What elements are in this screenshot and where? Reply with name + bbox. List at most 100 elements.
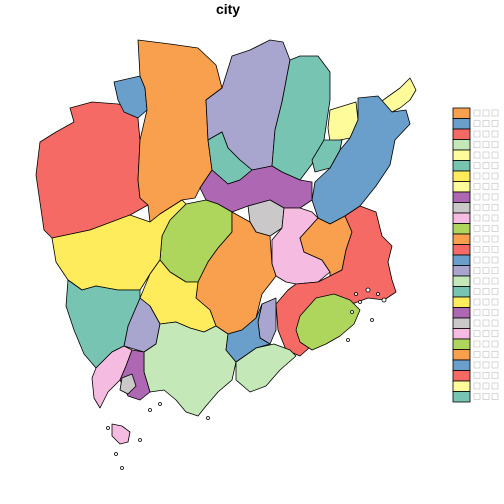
legend-label-glyph bbox=[473, 172, 481, 180]
legend-label-glyph bbox=[482, 393, 490, 400]
legend-label-glyph bbox=[473, 372, 481, 379]
legend-label-glyph bbox=[473, 340, 481, 348]
legend-label-glyph bbox=[473, 141, 481, 148]
legend-label-glyph bbox=[482, 109, 490, 117]
legend-swatch bbox=[452, 286, 471, 298]
legend-label-glyph bbox=[482, 330, 490, 337]
legend-label-glyph bbox=[482, 382, 490, 390]
small-islands bbox=[106, 287, 387, 470]
legend-label-glyph bbox=[482, 340, 490, 348]
legend-label-glyph bbox=[473, 204, 481, 211]
lavender-south-east bbox=[257, 297, 277, 345]
legend-label-glyph bbox=[473, 130, 481, 138]
light-green-south bbox=[143, 321, 237, 417]
green-east bbox=[295, 293, 361, 351]
legend-label-glyph bbox=[482, 151, 490, 159]
legend-swatch bbox=[452, 149, 471, 161]
blue-south bbox=[225, 303, 271, 363]
legend-swatch bbox=[452, 338, 471, 350]
legend-label-glyph bbox=[482, 235, 490, 243]
legend-label-glyph bbox=[482, 130, 490, 138]
legend-label-glyph bbox=[491, 162, 499, 169]
legend-label-glyph bbox=[473, 246, 481, 253]
teal-south-west bbox=[65, 279, 141, 369]
legend-swatch bbox=[452, 170, 471, 182]
map-regions bbox=[35, 39, 417, 445]
legend-label-glyph bbox=[473, 109, 481, 117]
legend-label-glyph bbox=[473, 183, 481, 190]
legend-label-glyph bbox=[482, 372, 490, 379]
legend-label-glyph bbox=[473, 214, 481, 222]
legend-label-glyph bbox=[482, 267, 490, 274]
legend-label-glyph bbox=[473, 277, 481, 285]
legend-label-glyph bbox=[473, 151, 481, 159]
legend-swatch bbox=[452, 296, 471, 308]
legend-label-glyph bbox=[491, 393, 499, 400]
legend-swatch bbox=[452, 244, 471, 256]
legend-label-glyph bbox=[491, 193, 499, 201]
legend-label-glyph bbox=[491, 141, 499, 148]
legend-label-glyph bbox=[482, 361, 490, 369]
legend-label-glyph bbox=[491, 288, 499, 295]
legend-label-glyph bbox=[491, 204, 499, 211]
legend-swatch bbox=[452, 212, 471, 224]
legend-label-glyph bbox=[491, 214, 499, 222]
legend-label-glyph bbox=[482, 277, 490, 285]
legend-swatch bbox=[452, 275, 471, 287]
legend-label-glyph bbox=[482, 193, 490, 201]
legend-label-glyph bbox=[491, 246, 499, 253]
legend-swatch bbox=[452, 181, 471, 193]
legend-swatch bbox=[452, 328, 471, 340]
legend-label-glyph bbox=[482, 162, 490, 169]
legend-swatch bbox=[452, 233, 471, 245]
legend-label-glyph bbox=[473, 361, 481, 369]
legend-label-glyph bbox=[491, 382, 499, 390]
legend-label-glyph bbox=[491, 256, 499, 264]
legend-label-glyph bbox=[491, 277, 499, 285]
legend-label-glyph bbox=[473, 267, 481, 274]
legend-label-glyph bbox=[473, 382, 481, 390]
legend bbox=[452, 107, 499, 403]
grey-south-west bbox=[119, 373, 137, 395]
legend-label-glyph bbox=[491, 309, 499, 316]
legend-label-glyph bbox=[482, 204, 490, 211]
legend-label-glyph bbox=[482, 214, 490, 222]
legend-label-glyph bbox=[491, 130, 499, 138]
legend-label-glyph bbox=[473, 288, 481, 295]
legend-label-glyph bbox=[482, 120, 490, 127]
legend-label-glyph bbox=[491, 151, 499, 159]
legend-swatch bbox=[452, 370, 471, 382]
legend-label-glyph bbox=[491, 319, 499, 327]
legend-swatch bbox=[452, 202, 471, 214]
legend-label-glyph bbox=[473, 319, 481, 327]
legend-label-glyph bbox=[491, 267, 499, 274]
legend-swatch bbox=[452, 380, 471, 392]
legend-label-glyph bbox=[491, 109, 499, 117]
legend-label-glyph bbox=[491, 351, 499, 358]
legend-label-glyph bbox=[473, 298, 481, 306]
legend-swatch bbox=[452, 254, 471, 266]
legend-label-glyph bbox=[482, 256, 490, 264]
legend-swatch bbox=[452, 317, 471, 329]
legend-label-glyph bbox=[482, 246, 490, 253]
legend-swatch bbox=[452, 118, 471, 130]
legend-label-glyph bbox=[491, 340, 499, 348]
legend-label-glyph bbox=[482, 172, 490, 180]
pink-central bbox=[271, 207, 331, 285]
legend-swatch bbox=[452, 265, 471, 277]
legend-label-glyph bbox=[491, 172, 499, 180]
legend-label-glyph bbox=[491, 361, 499, 369]
legend-swatch bbox=[452, 223, 471, 235]
legend-label-glyph bbox=[473, 351, 481, 358]
legend-label-glyph bbox=[491, 225, 499, 232]
pink-south-west bbox=[91, 345, 133, 409]
legend-swatch bbox=[452, 139, 471, 151]
legend-label-glyph bbox=[482, 319, 490, 327]
legend-label-glyph bbox=[473, 225, 481, 232]
legend-swatch bbox=[452, 128, 471, 140]
legend-label-glyph bbox=[482, 141, 490, 148]
legend-swatch bbox=[452, 307, 471, 319]
map-title: city bbox=[215, 1, 241, 17]
legend-label-glyph bbox=[473, 256, 481, 264]
